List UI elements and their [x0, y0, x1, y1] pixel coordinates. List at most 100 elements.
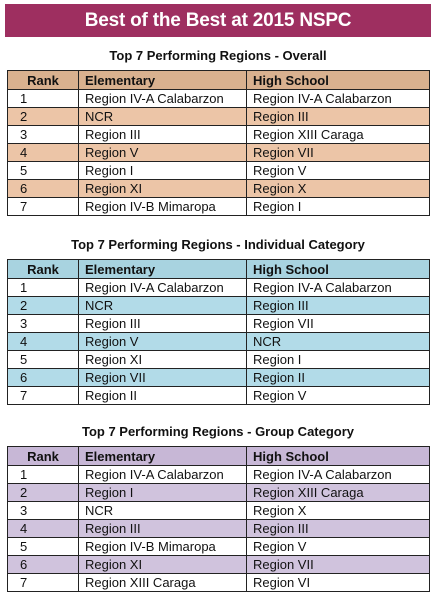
rank-cell: 2: [7, 107, 79, 126]
table-row: 2 NCR Region III: [7, 296, 430, 315]
table-header-row: Rank Elementary High School: [7, 446, 430, 466]
elementary-cell: Region V: [78, 143, 247, 162]
elementary-cell: Region III: [78, 125, 247, 144]
high-school-cell: Region I: [246, 350, 430, 369]
high-school-cell: Region III: [246, 107, 430, 126]
table-row: 1 Region IV-A Calabarzon Region IV-A Calab…: [7, 278, 430, 297]
high-school-cell: Region VI: [246, 573, 430, 592]
elementary-cell: Region III: [78, 519, 247, 538]
table-row: 3 Region III Region XIII Caraga: [7, 125, 430, 144]
high-school-cell: Region V: [246, 161, 430, 180]
rank-cell: 6: [7, 555, 79, 574]
high-school-header: High School: [246, 70, 430, 90]
table-row: 7 Region XIII Caraga Region VI: [7, 573, 430, 592]
high-school-cell: Region I: [246, 197, 430, 216]
rank-header: Rank: [7, 446, 79, 466]
high-school-cell: Region II: [246, 368, 430, 387]
table-row: 5 Region XI Region I: [7, 350, 430, 369]
banner-title: Best of the Best at 2015 NSPC: [5, 4, 431, 37]
rank-cell: 7: [7, 386, 79, 405]
high-school-cell: Region III: [246, 519, 430, 538]
table-row: 4 Region V NCR: [7, 332, 430, 351]
table-header-row: Rank Elementary High School: [7, 70, 430, 90]
high-school-cell: Region XIII Caraga: [246, 483, 430, 502]
rank-cell: 4: [7, 519, 79, 538]
high-school-cell: NCR: [246, 332, 430, 351]
elementary-cell: Region IV-A Calabarzon: [78, 278, 247, 297]
rank-cell: 2: [7, 483, 79, 502]
table-row: 7 Region II Region V: [7, 386, 430, 405]
elementary-cell: NCR: [78, 107, 247, 126]
table-row: 5 Region IV-B Mimaropa Region V: [7, 537, 430, 556]
elementary-cell: Region IV-B Mimaropa: [78, 197, 247, 216]
table-row: 6 Region XI Region X: [7, 179, 430, 198]
elementary-cell: Region XI: [78, 555, 247, 574]
rank-cell: 1: [7, 465, 79, 484]
rank-cell: 6: [7, 368, 79, 387]
elementary-cell: Region XI: [78, 350, 247, 369]
table-row: 1 Region IV-A Calabarzon Region IV-A Calab…: [7, 465, 430, 484]
table-row: 7 Region IV-B Mimaropa Region I: [7, 197, 430, 216]
table-row: 5 Region I Region V: [7, 161, 430, 180]
rank-header: Rank: [7, 259, 79, 279]
elementary-header: Elementary: [78, 70, 247, 90]
rank-cell: 2: [7, 296, 79, 315]
high-school-cell: Region V: [246, 537, 430, 556]
high-school-header: High School: [246, 446, 430, 466]
rank-cell: 5: [7, 537, 79, 556]
table-group: Rank Elementary High School 1 Region IV-A…: [7, 446, 430, 592]
rank-cell: 1: [7, 278, 79, 297]
table-row: 4 Region V Region VII: [7, 143, 430, 162]
high-school-cell: Region X: [246, 501, 430, 520]
rank-cell: 3: [7, 125, 79, 144]
elementary-cell: Region VII: [78, 368, 247, 387]
elementary-cell: Region I: [78, 483, 247, 502]
rank-cell: 3: [7, 501, 79, 520]
table-row: 6 Region XI Region VII: [7, 555, 430, 574]
elementary-cell: Region II: [78, 386, 247, 405]
section-heading-individual: Top 7 Performing Regions - Individual Ca…: [71, 237, 365, 252]
high-school-cell: Region IV-A Calabarzon: [246, 278, 430, 297]
elementary-cell: Region V: [78, 332, 247, 351]
section-heading-group: Top 7 Performing Regions - Group Categor…: [81, 424, 355, 439]
high-school-cell: Region VII: [246, 143, 430, 162]
high-school-cell: Region V: [246, 386, 430, 405]
elementary-header: Elementary: [78, 259, 247, 279]
rank-cell: 6: [7, 179, 79, 198]
rank-cell: 4: [7, 143, 79, 162]
elementary-cell: Region IV-A Calabarzon: [78, 89, 247, 108]
elementary-cell: Region I: [78, 161, 247, 180]
high-school-cell: Region VII: [246, 555, 430, 574]
table-row: 2 Region I Region XIII Caraga: [7, 483, 430, 502]
rank-cell: 7: [7, 573, 79, 592]
table-row: 3 NCR Region X: [7, 501, 430, 520]
table-row: 6 Region VII Region II: [7, 368, 430, 387]
elementary-cell: NCR: [78, 296, 247, 315]
high-school-cell: Region XIII Caraga: [246, 125, 430, 144]
high-school-header: High School: [246, 259, 430, 279]
elementary-cell: Region III: [78, 314, 247, 333]
table-header-row: Rank Elementary High School: [7, 259, 430, 279]
high-school-cell: Region III: [246, 296, 430, 315]
section-heading-overall: Top 7 Performing Regions - Overall: [109, 48, 327, 63]
high-school-cell: Region IV-A Calabarzon: [246, 465, 430, 484]
table-row: 2 NCR Region III: [7, 107, 430, 126]
high-school-cell: Region VII: [246, 314, 430, 333]
elementary-cell: NCR: [78, 501, 247, 520]
high-school-cell: Region IV-A Calabarzon: [246, 89, 430, 108]
elementary-cell: Region IV-A Calabarzon: [78, 465, 247, 484]
elementary-header: Elementary: [78, 446, 247, 466]
table-row: 1 Region IV-A Calabarzon Region IV-A Calab…: [7, 89, 430, 108]
rank-cell: 3: [7, 314, 79, 333]
elementary-cell: Region XIII Caraga: [78, 573, 247, 592]
table-row: 4 Region III Region III: [7, 519, 430, 538]
table-individual: Rank Elementary High School 1 Region IV-A…: [7, 259, 430, 405]
rank-cell: 5: [7, 350, 79, 369]
elementary-cell: Region IV-B Mimaropa: [78, 537, 247, 556]
table-overall: Rank Elementary High School 1 Region IV-A…: [7, 70, 430, 216]
rank-cell: 7: [7, 197, 79, 216]
high-school-cell: Region X: [246, 179, 430, 198]
rank-header: Rank: [7, 70, 79, 90]
elementary-cell: Region XI: [78, 179, 247, 198]
table-row: 3 Region III Region VII: [7, 314, 430, 333]
